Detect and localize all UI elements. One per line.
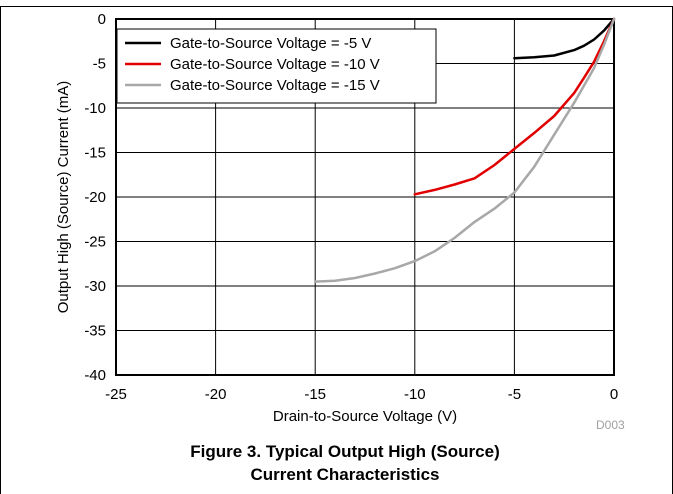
- page-frame-left: [0, 6, 1, 494]
- y-tick-label: -10: [84, 100, 106, 117]
- series-line-1: [513, 17, 616, 60]
- legend-box: [116, 28, 437, 104]
- y-axis-title: Output High (Source) Current (mA): [55, 81, 72, 314]
- y-tick-label: -35: [84, 323, 106, 340]
- y-tick-label: -5: [93, 56, 106, 73]
- figure-caption-line-1: Figure 3. Typical Output High (Source): [190, 442, 500, 461]
- y-tick-label: -15: [84, 145, 106, 162]
- series-line-3: [313, 17, 616, 283]
- y-tick-label: -40: [84, 367, 106, 384]
- legend-label: Gate-to-Source Voltage = -5 V: [170, 35, 371, 52]
- figure-code: D003: [596, 418, 625, 432]
- x-tick-label: -20: [205, 386, 227, 403]
- y-tick-label: -25: [84, 234, 106, 251]
- legend-label: Gate-to-Source Voltage = -10 V: [170, 56, 380, 73]
- legend-label: Gate-to-Source Voltage = -15 V: [170, 77, 380, 94]
- y-tick-label: 0: [98, 11, 106, 28]
- x-tick-label: -15: [304, 386, 326, 403]
- figure-caption-line-2: Current Characteristics: [250, 465, 440, 484]
- series-line-2: [413, 17, 616, 196]
- x-tick-label: -5: [508, 386, 521, 403]
- x-tick-label: 0: [610, 386, 618, 403]
- page-frame-top: [0, 6, 673, 7]
- output-current-chart: -25 -20 -15 -10 -5 0 0 -5 -10 -15 -20 -25 -30 -35 -40 D…: [55, 11, 618, 425]
- x-axis-title: Drain-to-Source Voltage (V): [273, 408, 457, 425]
- x-tick-label: -10: [404, 386, 426, 403]
- y-tick-label: -20: [84, 189, 106, 206]
- y-tick-label: -30: [84, 278, 106, 295]
- x-tick-label: -25: [105, 386, 127, 403]
- plot-border: [115, 18, 615, 376]
